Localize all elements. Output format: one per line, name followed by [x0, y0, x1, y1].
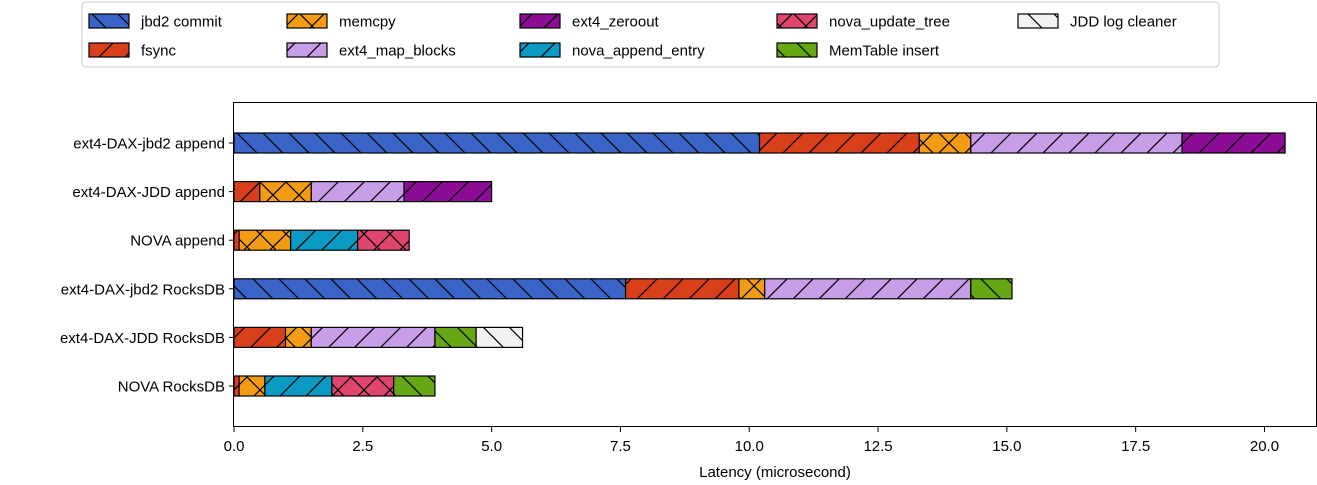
legend-item-memtable-insert: MemTable insert: [776, 42, 940, 60]
y-tick-label: ext4-DAX-jbd2 append: [73, 136, 225, 153]
bar-ext4-dax-jdd-rocksdb-fsync: [233, 326, 287, 348]
x-tick-label: 7.5: [610, 438, 631, 455]
legend-swatch: [286, 42, 328, 58]
legend-label: JDD log cleaner: [1070, 14, 1177, 31]
legend-label: nova_update_tree: [829, 14, 950, 31]
legend-label: memcpy: [339, 14, 396, 31]
bar-nova-rocksdb-nova-update-tree: [331, 375, 395, 397]
bar-ext4-dax-jbd2-rocksdb-fsync: [624, 278, 740, 300]
y-tick-label: NOVA RocksDB: [118, 379, 225, 396]
legend-label: nova_append_entry: [572, 43, 705, 60]
x-tick-label: 0.0: [224, 438, 245, 455]
bar-nova-rocksdb-memcpy: [238, 375, 266, 397]
legend-label: jbd2 commit: [140, 14, 223, 31]
legend-swatch: [519, 13, 561, 29]
bar-ext4-dax-jdd-rocksdb-memcpy: [284, 326, 312, 348]
x-tick-label: 12.5: [863, 438, 892, 455]
bar-nova-append-fsync: [233, 229, 240, 251]
legend-item-jdd-log-cleaner: JDD log cleaner: [1017, 13, 1177, 31]
legend: jbd2 commit fsync memcpy ext4_map_blocks ext…: [81, 1, 1220, 68]
legend-item-ext4-zeroout: ext4_zeroout: [519, 13, 660, 31]
bar-ext4-dax-jbd2-append-fsync: [758, 132, 920, 154]
legend-label: fsync: [141, 43, 177, 60]
bar-ext4-dax-jbd2-rocksdb-memcpy: [738, 278, 766, 300]
x-tick-label: 17.5: [1121, 438, 1150, 455]
legend-swatch: [88, 13, 130, 29]
plot-area: ext4-DAX-jbd2 append ext4-DAX-JDD append N…: [60, 102, 1317, 481]
bar-ext4-dax-jbd2-rocksdb-jbd2-commit: [233, 278, 627, 300]
legend-label: MemTable insert: [829, 43, 940, 60]
bar-ext4-dax-jbd2-rocksdb-memtable-insert: [970, 278, 1013, 300]
x-tick-label: 15.0: [992, 438, 1021, 455]
bar-ext4-dax-jdd-append-memcpy: [259, 181, 312, 203]
bar-ext4-dax-jdd-append-ext4-map-blocks: [310, 181, 405, 203]
x-axis-label: Latency (microsecond): [699, 464, 851, 481]
bars: [233, 132, 1286, 397]
bar-ext4-dax-jdd-append-fsync: [233, 181, 261, 203]
legend-swatch: [776, 13, 818, 29]
legend-swatch: [519, 42, 561, 58]
y-tick-label: ext4-DAX-JDD RocksDB: [60, 330, 225, 347]
legend-item-ext4-map-blocks: ext4_map_blocks: [286, 42, 456, 60]
legend-label: ext4_map_blocks: [339, 43, 456, 60]
bar-ext4-dax-jbd2-rocksdb-ext4-map-blocks: [764, 278, 972, 300]
bar-nova-rocksdb-nova-append-entry: [264, 375, 333, 397]
legend-frame: [81, 1, 1220, 68]
bar-nova-append-memcpy: [238, 229, 292, 251]
legend-label: ext4_zeroout: [572, 14, 660, 31]
legend-item-nova-append-entry: nova_append_entry: [519, 42, 705, 60]
legend-item-nova-update-tree: nova_update_tree: [776, 13, 950, 31]
legend-swatch: [1017, 13, 1059, 29]
y-tick-label: ext4-DAX-JDD append: [72, 184, 225, 201]
bar-ext4-dax-jdd-rocksdb-ext4-map-blocks: [310, 326, 436, 348]
legend-swatch: [286, 13, 328, 29]
bar-nova-rocksdb-memtable-insert: [393, 375, 436, 397]
legend-item-memcpy: memcpy: [286, 13, 396, 31]
bar-ext4-dax-jbd2-append-ext4-zeroout: [1181, 132, 1286, 154]
bar-ext4-dax-jdd-append-ext4-zeroout: [403, 181, 493, 203]
legend-item-jbd2-commit: jbd2 commit: [88, 13, 223, 31]
bar-nova-rocksdb-fsync: [233, 375, 240, 397]
x-tick-label: 10.0: [735, 438, 764, 455]
x-tick-label: 5.0: [481, 438, 502, 455]
legend-items: jbd2 commit fsync memcpy ext4_map_blocks ext…: [88, 13, 1177, 60]
y-axis-ticks: ext4-DAX-jbd2 append ext4-DAX-JDD append N…: [60, 136, 234, 396]
y-tick-label: NOVA append: [130, 233, 225, 250]
bar-nova-append-nova-update-tree: [357, 229, 410, 251]
bar-ext4-dax-jdd-rocksdb-memtable-insert: [434, 326, 477, 348]
bar-nova-append-nova-append-entry: [290, 229, 359, 251]
y-tick-label: ext4-DAX-jbd2 RocksDB: [61, 281, 225, 298]
x-axis-ticks: 0.0 2.5 5.0 7.5 10.0 12.5 15.0 17.5 20.0: [224, 427, 1279, 455]
bar-ext4-dax-jbd2-append-jbd2-commit: [233, 132, 761, 154]
x-tick-label: 20.0: [1250, 438, 1279, 455]
bar-ext4-dax-jbd2-append-memcpy: [918, 132, 972, 154]
bar-ext4-dax-jbd2-append-ext4-map-blocks: [970, 132, 1183, 154]
legend-swatch: [88, 42, 130, 58]
bar-ext4-dax-jdd-rocksdb-jdd-log-cleaner: [475, 326, 524, 348]
x-tick-label: 2.5: [352, 438, 373, 455]
legend-swatch: [776, 42, 818, 58]
legend-item-fsync: fsync: [88, 42, 177, 60]
